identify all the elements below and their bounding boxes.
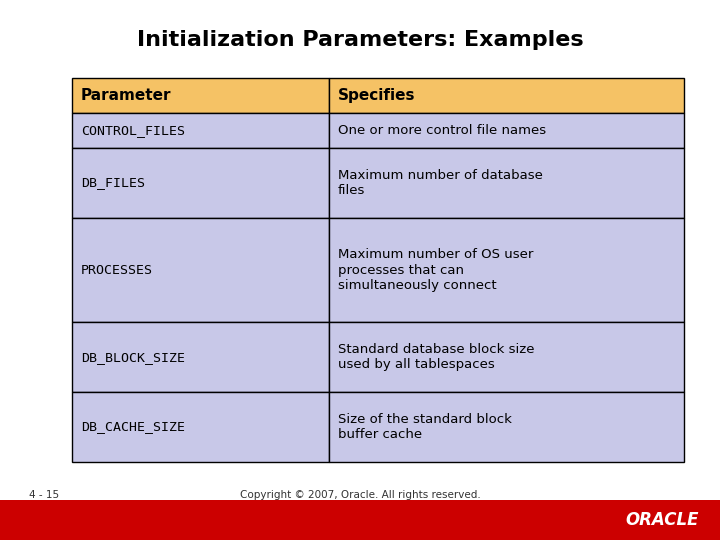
Text: ORACLE: ORACLE [625,511,698,529]
Text: DB_CACHE_SIZE: DB_CACHE_SIZE [81,420,184,433]
Bar [72,392,329,462]
Text: Parameter: Parameter [81,88,171,103]
Text: PROCESSES: PROCESSES [81,264,153,276]
Bar [72,218,329,322]
Text: DB_FILES: DB_FILES [81,177,145,190]
Bar [72,113,329,148]
Text: Standard database block size
used by all tablespaces: Standard database block size used by all… [338,343,534,372]
Text: Maximum number of OS user
processes that can
simultaneously connect: Maximum number of OS user processes that… [338,248,533,292]
Text: Size of the standard block
buffer cache: Size of the standard block buffer cache [338,413,511,441]
Text: One or more control file names: One or more control file names [338,124,546,137]
Text: Copyright © 2007, Oracle. All rights reserved.: Copyright © 2007, Oracle. All rights res… [240,489,480,500]
Bar [329,322,684,392]
Text: CONTROL_FILES: CONTROL_FILES [81,124,184,137]
Bar [329,392,684,462]
Bar [329,78,684,113]
Bar [72,322,329,392]
Bar [329,113,684,148]
Bar [72,148,329,218]
Text: 4 - 15: 4 - 15 [29,489,59,500]
Bar [329,148,684,218]
Text: Initialization Parameters: Examples: Initialization Parameters: Examples [137,30,583,51]
Bar [329,218,684,322]
Text: DB_BLOCK_SIZE: DB_BLOCK_SIZE [81,350,184,363]
Text: Specifies: Specifies [338,88,415,103]
Text: Maximum number of database
files: Maximum number of database files [338,168,543,197]
Bar [0,500,720,540]
Bar [72,78,329,113]
